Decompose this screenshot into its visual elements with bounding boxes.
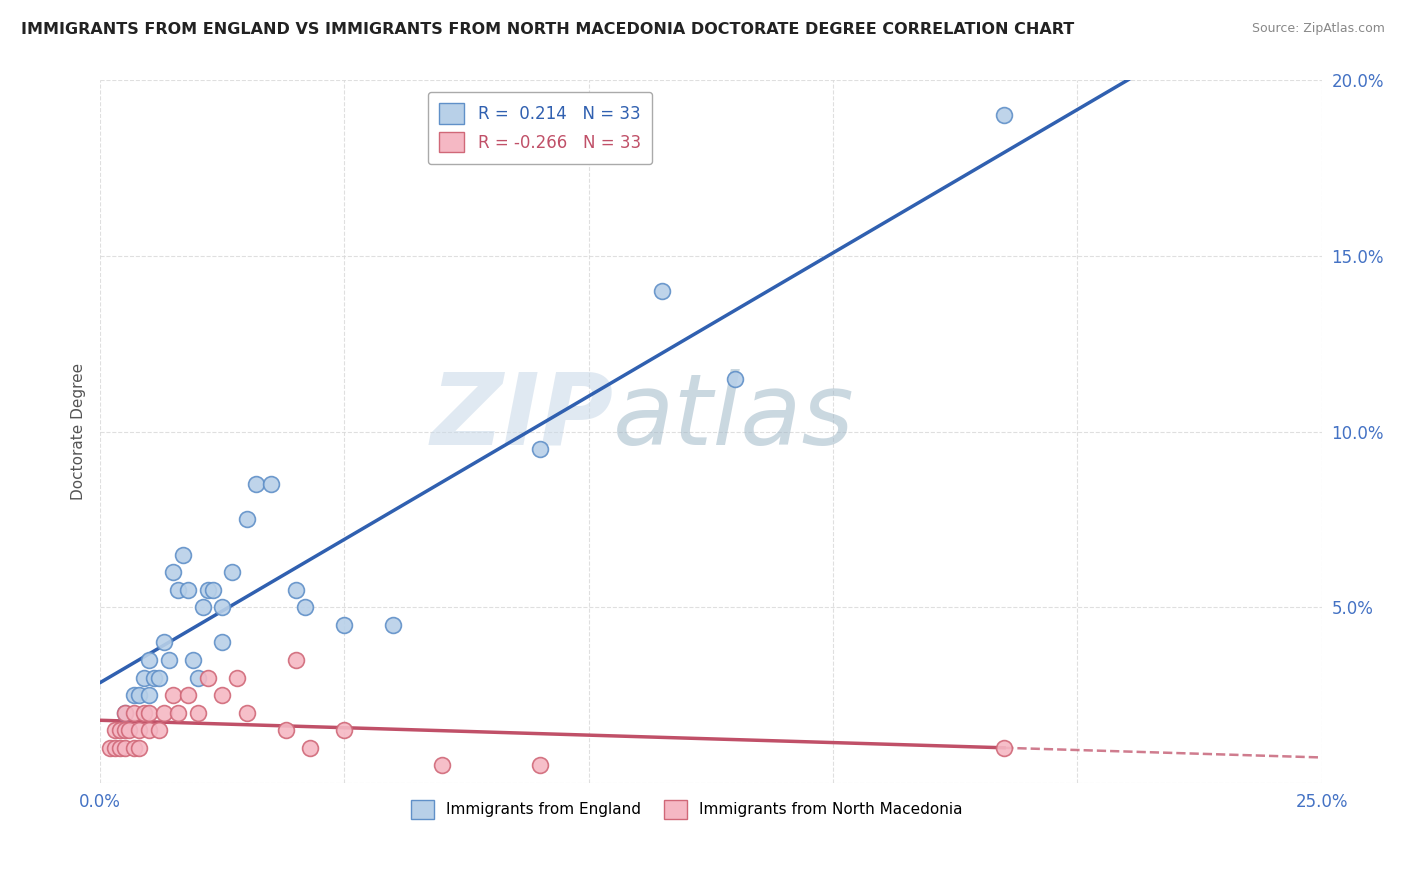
Text: IMMIGRANTS FROM ENGLAND VS IMMIGRANTS FROM NORTH MACEDONIA DOCTORATE DEGREE CORR: IMMIGRANTS FROM ENGLAND VS IMMIGRANTS FR… xyxy=(21,22,1074,37)
Point xyxy=(114,706,136,720)
Point xyxy=(124,740,146,755)
Point xyxy=(993,740,1015,755)
Point xyxy=(197,671,219,685)
Point xyxy=(114,706,136,720)
Point xyxy=(98,740,121,755)
Point xyxy=(148,723,170,738)
Point xyxy=(197,582,219,597)
Point xyxy=(274,723,297,738)
Point xyxy=(152,635,174,649)
Point xyxy=(118,723,141,738)
Text: ZIP: ZIP xyxy=(430,369,613,466)
Point xyxy=(260,477,283,491)
Point xyxy=(724,372,747,386)
Point xyxy=(187,671,209,685)
Point xyxy=(108,740,131,755)
Point xyxy=(138,653,160,667)
Point xyxy=(128,723,150,738)
Point xyxy=(132,671,155,685)
Point xyxy=(235,706,257,720)
Point xyxy=(138,723,160,738)
Point xyxy=(284,582,307,597)
Point xyxy=(211,600,233,615)
Point xyxy=(142,671,165,685)
Point xyxy=(172,548,194,562)
Point xyxy=(211,688,233,702)
Text: atlas: atlas xyxy=(613,369,855,466)
Point xyxy=(226,671,249,685)
Text: Source: ZipAtlas.com: Source: ZipAtlas.com xyxy=(1251,22,1385,36)
Point xyxy=(382,618,405,632)
Point xyxy=(124,688,146,702)
Point xyxy=(167,582,190,597)
Point xyxy=(245,477,267,491)
Point xyxy=(221,565,243,579)
Point xyxy=(157,653,180,667)
Point xyxy=(108,723,131,738)
Point xyxy=(128,740,150,755)
Point xyxy=(152,706,174,720)
Point xyxy=(128,688,150,702)
Point xyxy=(651,284,673,298)
Point xyxy=(138,706,160,720)
Legend: Immigrants from England, Immigrants from North Macedonia: Immigrants from England, Immigrants from… xyxy=(405,794,969,824)
Point xyxy=(333,723,356,738)
Point xyxy=(132,706,155,720)
Point xyxy=(114,740,136,755)
Point xyxy=(104,723,127,738)
Point xyxy=(299,740,322,755)
Point xyxy=(138,688,160,702)
Y-axis label: Doctorate Degree: Doctorate Degree xyxy=(72,363,86,500)
Point xyxy=(191,600,214,615)
Point xyxy=(162,688,184,702)
Point xyxy=(114,723,136,738)
Point xyxy=(201,582,224,597)
Point xyxy=(177,688,200,702)
Point xyxy=(148,671,170,685)
Point xyxy=(104,740,127,755)
Point xyxy=(235,512,257,526)
Point xyxy=(333,618,356,632)
Point xyxy=(167,706,190,720)
Point xyxy=(177,582,200,597)
Point xyxy=(529,442,551,456)
Point xyxy=(211,635,233,649)
Point xyxy=(162,565,184,579)
Point xyxy=(294,600,316,615)
Point xyxy=(993,108,1015,122)
Point xyxy=(284,653,307,667)
Point xyxy=(124,706,146,720)
Point xyxy=(181,653,204,667)
Point xyxy=(430,758,453,772)
Point xyxy=(529,758,551,772)
Point xyxy=(187,706,209,720)
